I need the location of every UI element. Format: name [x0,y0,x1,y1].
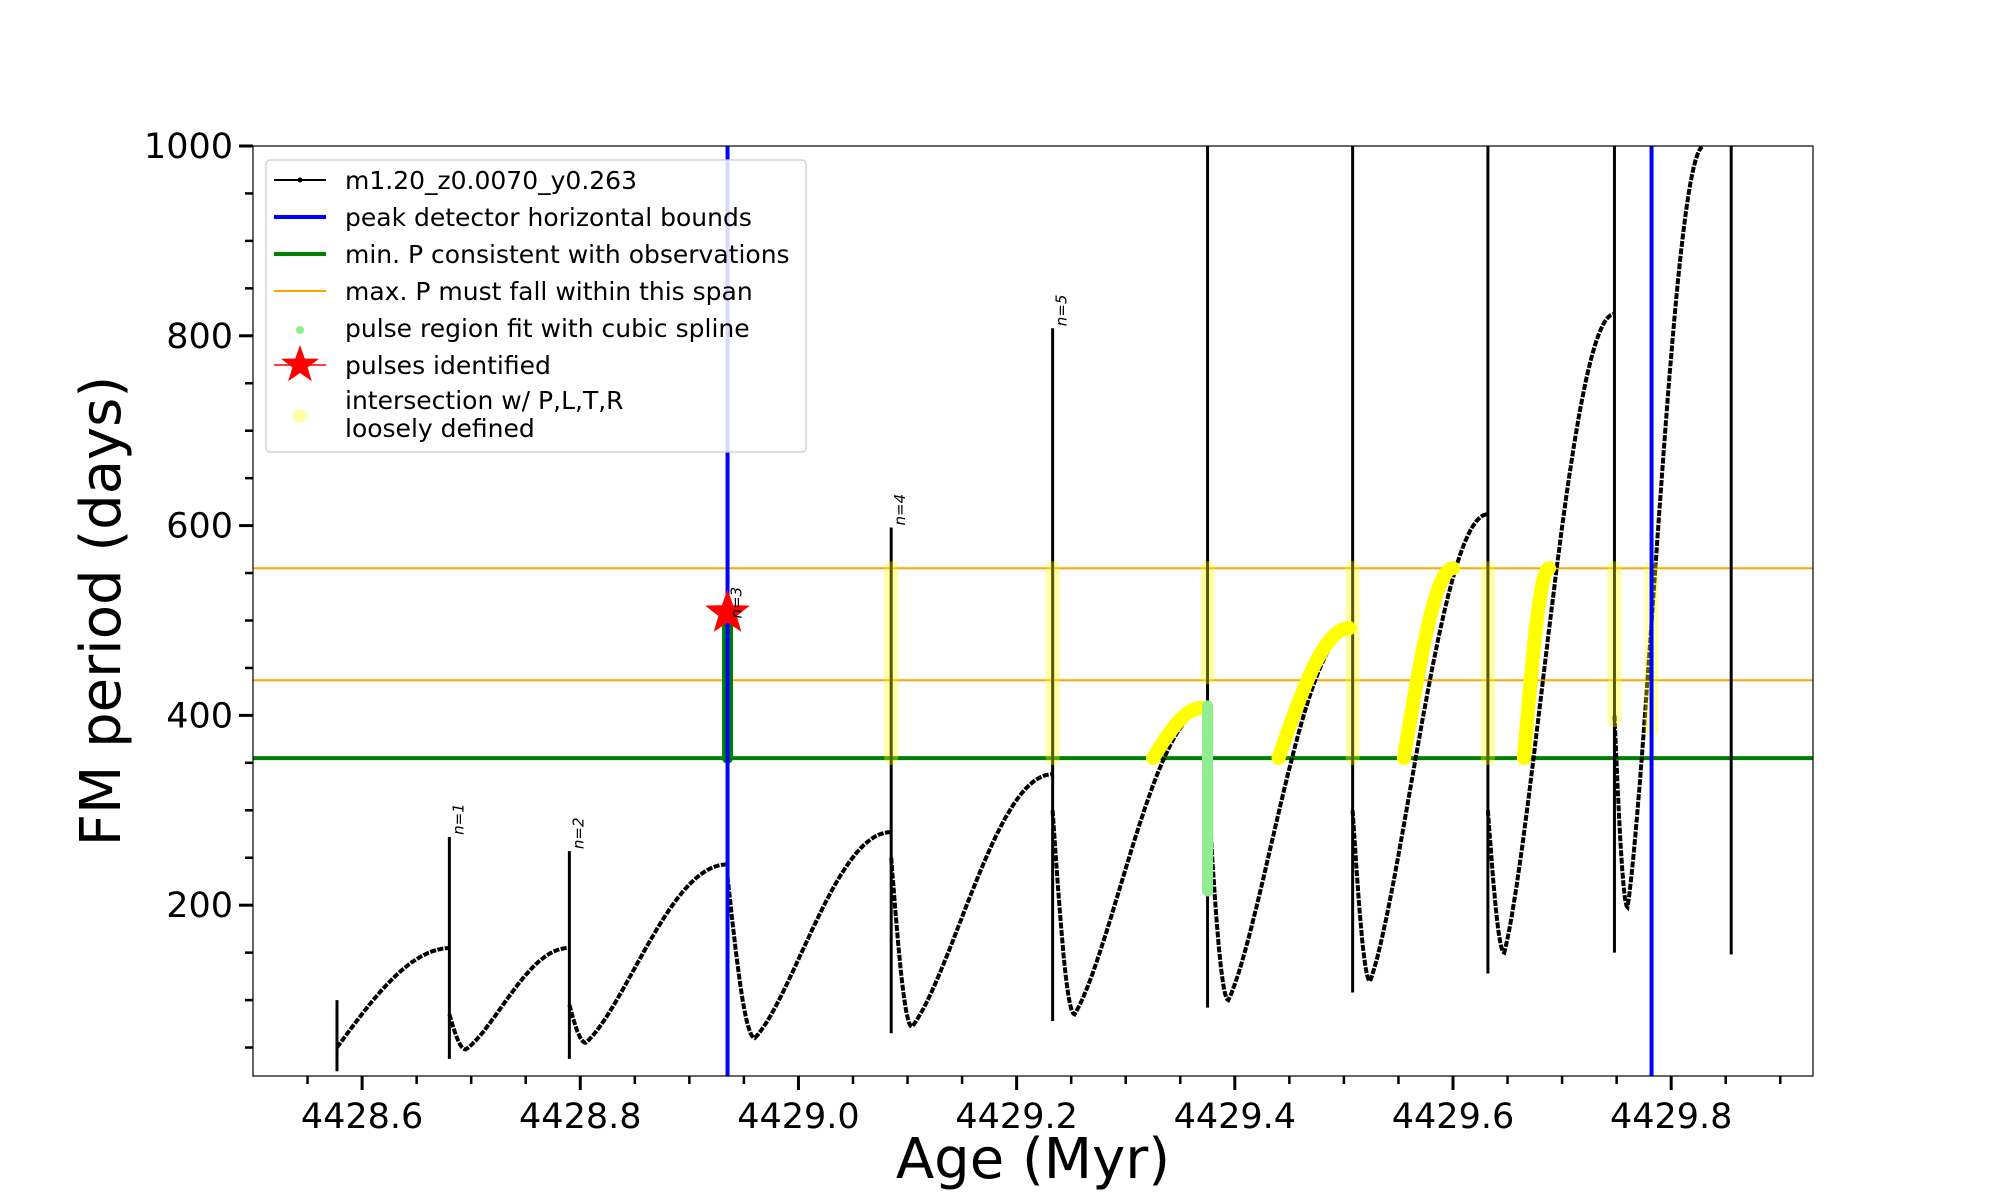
legend-handle-marker [297,177,303,183]
track-segment [725,830,892,1041]
plot-frame [252,145,1814,1077]
identified-pulse-star [705,589,750,632]
x-tick-label: 4429.4 [1174,1097,1296,1137]
legend-label: pulses identified [345,351,551,380]
track-segment [1350,512,1489,984]
legend-item-track: m1.20_z0.0070_y0.263 [274,166,637,195]
track-segment [447,945,570,1052]
legend-label: intersection w/ P,L,T,R [345,386,624,415]
loose-intersection-curve [1146,700,1210,766]
y-tick-label: 400 [166,696,233,736]
legend-label: min. P consistent with observations [345,240,790,269]
loose-intersection-curve [1271,621,1357,766]
legend-label-line2: loosely defined [345,414,535,443]
track-segment [1612,146,1705,912]
x-tick-label: 4429.8 [1610,1097,1732,1137]
legend-label: max. P must fall within this span [345,277,753,306]
legend-handle-dot [293,409,307,423]
loose-intersection-curve [1396,561,1460,766]
track-segment [567,862,728,1045]
legend-label: peak detector horizontal bounds [345,203,752,232]
pulse-label: n=3 [728,587,746,619]
x-tick-label: 4428.8 [519,1097,641,1137]
y-tick-label: 1000 [144,127,233,167]
x-tick-label: 4429.6 [1392,1097,1514,1137]
x-tick-label: 4429.2 [955,1097,1077,1137]
legend-handle-dot [296,326,304,334]
plot-area: n=1 n=2 n=3 n=4 n=5 [253,146,1813,1076]
legend-item-min_p: min. P consistent with observations [274,240,790,269]
pulse-label: n=4 [891,494,909,526]
pulse-label: n=1 [449,803,467,835]
legend-handle-star [281,345,319,382]
x-tick-label: 4429.0 [737,1097,859,1137]
legend-label: pulse region fit with cubic spline [345,314,750,343]
y-tick-label: 600 [166,507,233,547]
track-segment [889,772,1053,1030]
y-axis-title: FM period (days) [69,376,134,846]
loose-intersection-curve [1516,561,1556,766]
axes: 4428.6 4428.8 4429.0 4429.2 4429.4 4429.6 4429… [144,127,1782,1137]
legend-item-spline: pulse region fit with cubic spline [296,314,750,343]
y-tick-label: 200 [166,886,233,926]
legend-item-pulses: pulses identified [274,345,551,382]
x-axis-title: Age (Myr) [896,1127,1170,1192]
x-tick-label: 4428.6 [301,1097,423,1137]
track-segment [1485,312,1615,956]
legend-label: m1.20_z0.0070_y0.263 [345,166,637,195]
legend-item-max_p: max. P must fall within this span [274,277,753,306]
legend-item-peak_bounds: peak detector horizontal bounds [274,203,752,232]
pulse-label: n=5 [1053,295,1071,327]
legend-box [265,159,807,453]
y-tick-label: 800 [166,317,233,357]
pulse-label: n=2 [569,817,587,849]
track-segment [335,945,450,1049]
